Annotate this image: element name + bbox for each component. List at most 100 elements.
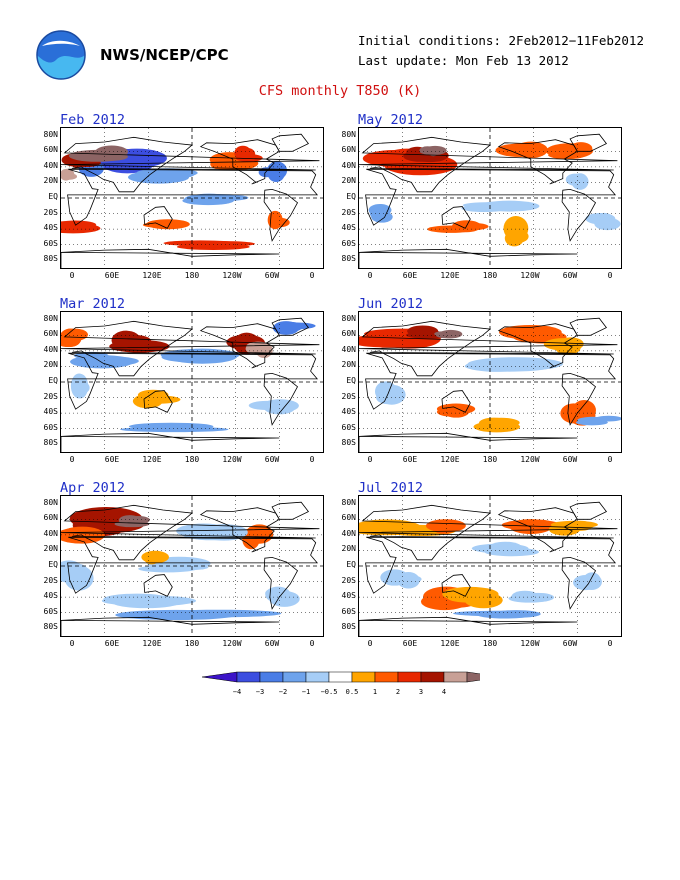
coastline [497,139,578,185]
lat-tick-label: 40N [341,528,356,538]
map-svg [359,496,621,636]
lat-tick-label: 60S [43,422,58,432]
map-panel: Apr 2012 80N 60N 40N 20N EQ 20S 40S 60S 80S 0 60E 12… [44,480,360,652]
coastline [61,136,320,193]
anomaly-shade [144,552,160,565]
lat-tick-label: 60N [341,145,356,155]
map-plot [60,127,324,269]
lat-tick-label: 60S [341,238,356,248]
coastline [359,504,618,561]
lat-tick-label: 80S [341,254,356,264]
anomaly-shade [235,154,263,162]
anomaly-shade [278,322,316,330]
coastline [561,556,597,610]
anomaly-shade [62,328,88,341]
anomaly-shade [581,573,602,590]
lon-tick-label: 120W [520,271,540,280]
lon-tick-label: 120E [440,639,460,648]
lat-tick-label: 20S [341,207,356,217]
lon-tick-label: 120E [142,639,162,648]
colorbar-swatch [328,671,353,683]
lon-tick-label: 0 [607,455,613,464]
lon-tick-label: 180 [482,639,498,648]
colorbar-label: 2 [396,688,400,696]
coastline [441,574,471,597]
coastline [199,323,280,369]
lat-tick-label: EQ [48,192,58,201]
map-svg [61,312,323,452]
map-panel: Feb 2012 80N 60N 40N 20N EQ 20S 40S 60S 80S 0 60E 12… [44,112,360,284]
lon-tick-label: 60E [402,639,418,648]
colorbar-swatch [259,671,284,683]
map-plot [358,127,622,269]
lat-tick-label: EQ [346,192,356,201]
anomaly-shade [425,519,466,533]
map-panel: May 2012 80N 60N 40N 20N EQ 20S 40S 60S 80S 0 60E 12… [342,112,658,284]
coastline [271,133,310,152]
anomaly-shade [442,586,499,602]
colorbar-swatch [236,671,261,683]
colorbar-label: 4 [442,688,446,696]
lat-tick-label: 80S [341,622,356,632]
panel-label: Feb 2012 [60,112,126,128]
lon-tick-label: 0 [309,639,315,648]
chart-title: CFS monthly T850 (K) [258,83,422,99]
lat-tick-label: 20S [43,391,58,401]
lon-tick-label: 120W [520,639,540,648]
anomaly-shade [380,569,409,586]
lat-tick-label: 20N [43,176,58,186]
anomaly-shade [443,405,470,418]
lat-tick-label: 80S [43,254,58,264]
colorbar-swatch [420,671,445,683]
lat-tick-label: 60N [341,329,356,339]
lon-tick-label: 180 [184,455,200,464]
lat-tick-label: 20N [341,360,356,370]
panel-label: Apr 2012 [60,480,126,496]
lat-tick-label: EQ [48,376,58,385]
org-label: NWS/NCEP/CPC [100,46,229,64]
coastline [569,317,608,336]
map-svg [359,312,621,452]
coastline [263,372,299,426]
colorbar-label: 3 [419,688,423,696]
anomaly-shade [577,416,608,424]
colorbar-swatch [282,671,307,683]
anomaly-shade [374,381,397,402]
lon-tick-label: 0 [367,455,373,464]
lat-tick-label: 40N [43,160,58,170]
coastline [61,616,280,636]
coastline [263,188,299,242]
coastline [497,507,578,553]
anomaly-shade [473,421,521,433]
panel-label: May 2012 [358,112,424,128]
lat-tick-label: 20N [341,176,356,186]
lon-tick-label: 60E [402,271,418,280]
lat-tick-label: 80S [43,622,58,632]
lat-tick-label: 60S [341,422,356,432]
lat-tick-label: 60N [341,513,356,523]
coastline [271,317,310,336]
anomaly-shade [439,329,463,339]
colorbar-label: 1 [373,688,377,696]
lon-tick-label: 0 [309,271,315,280]
coastline [61,432,280,452]
coastline [263,556,299,610]
lat-tick-label: 40S [43,223,58,233]
lon-tick-label: 60W [264,455,280,464]
lat-tick-label: 60N [43,513,58,523]
lat-tick-label: 60S [43,606,58,616]
colorbar-label: −4 [233,688,241,696]
lat-tick-label: 40S [341,407,356,417]
colorbar-swatch [351,671,376,683]
noaa-logo [36,30,86,80]
lat-tick-label: 20S [43,575,58,585]
coastline [569,133,608,152]
anomaly-shade [68,149,126,162]
lon-tick-label: 180 [184,639,200,648]
colorbar-swatch [397,671,422,683]
map-panel: Jun 2012 80N 60N 40N 20N EQ 20S 40S 60S 80S 0 60E 12… [342,296,658,468]
coastline [365,168,617,226]
lat-tick-label: 40S [341,223,356,233]
anomaly-shade [137,389,169,401]
anomaly-shade [176,243,250,251]
